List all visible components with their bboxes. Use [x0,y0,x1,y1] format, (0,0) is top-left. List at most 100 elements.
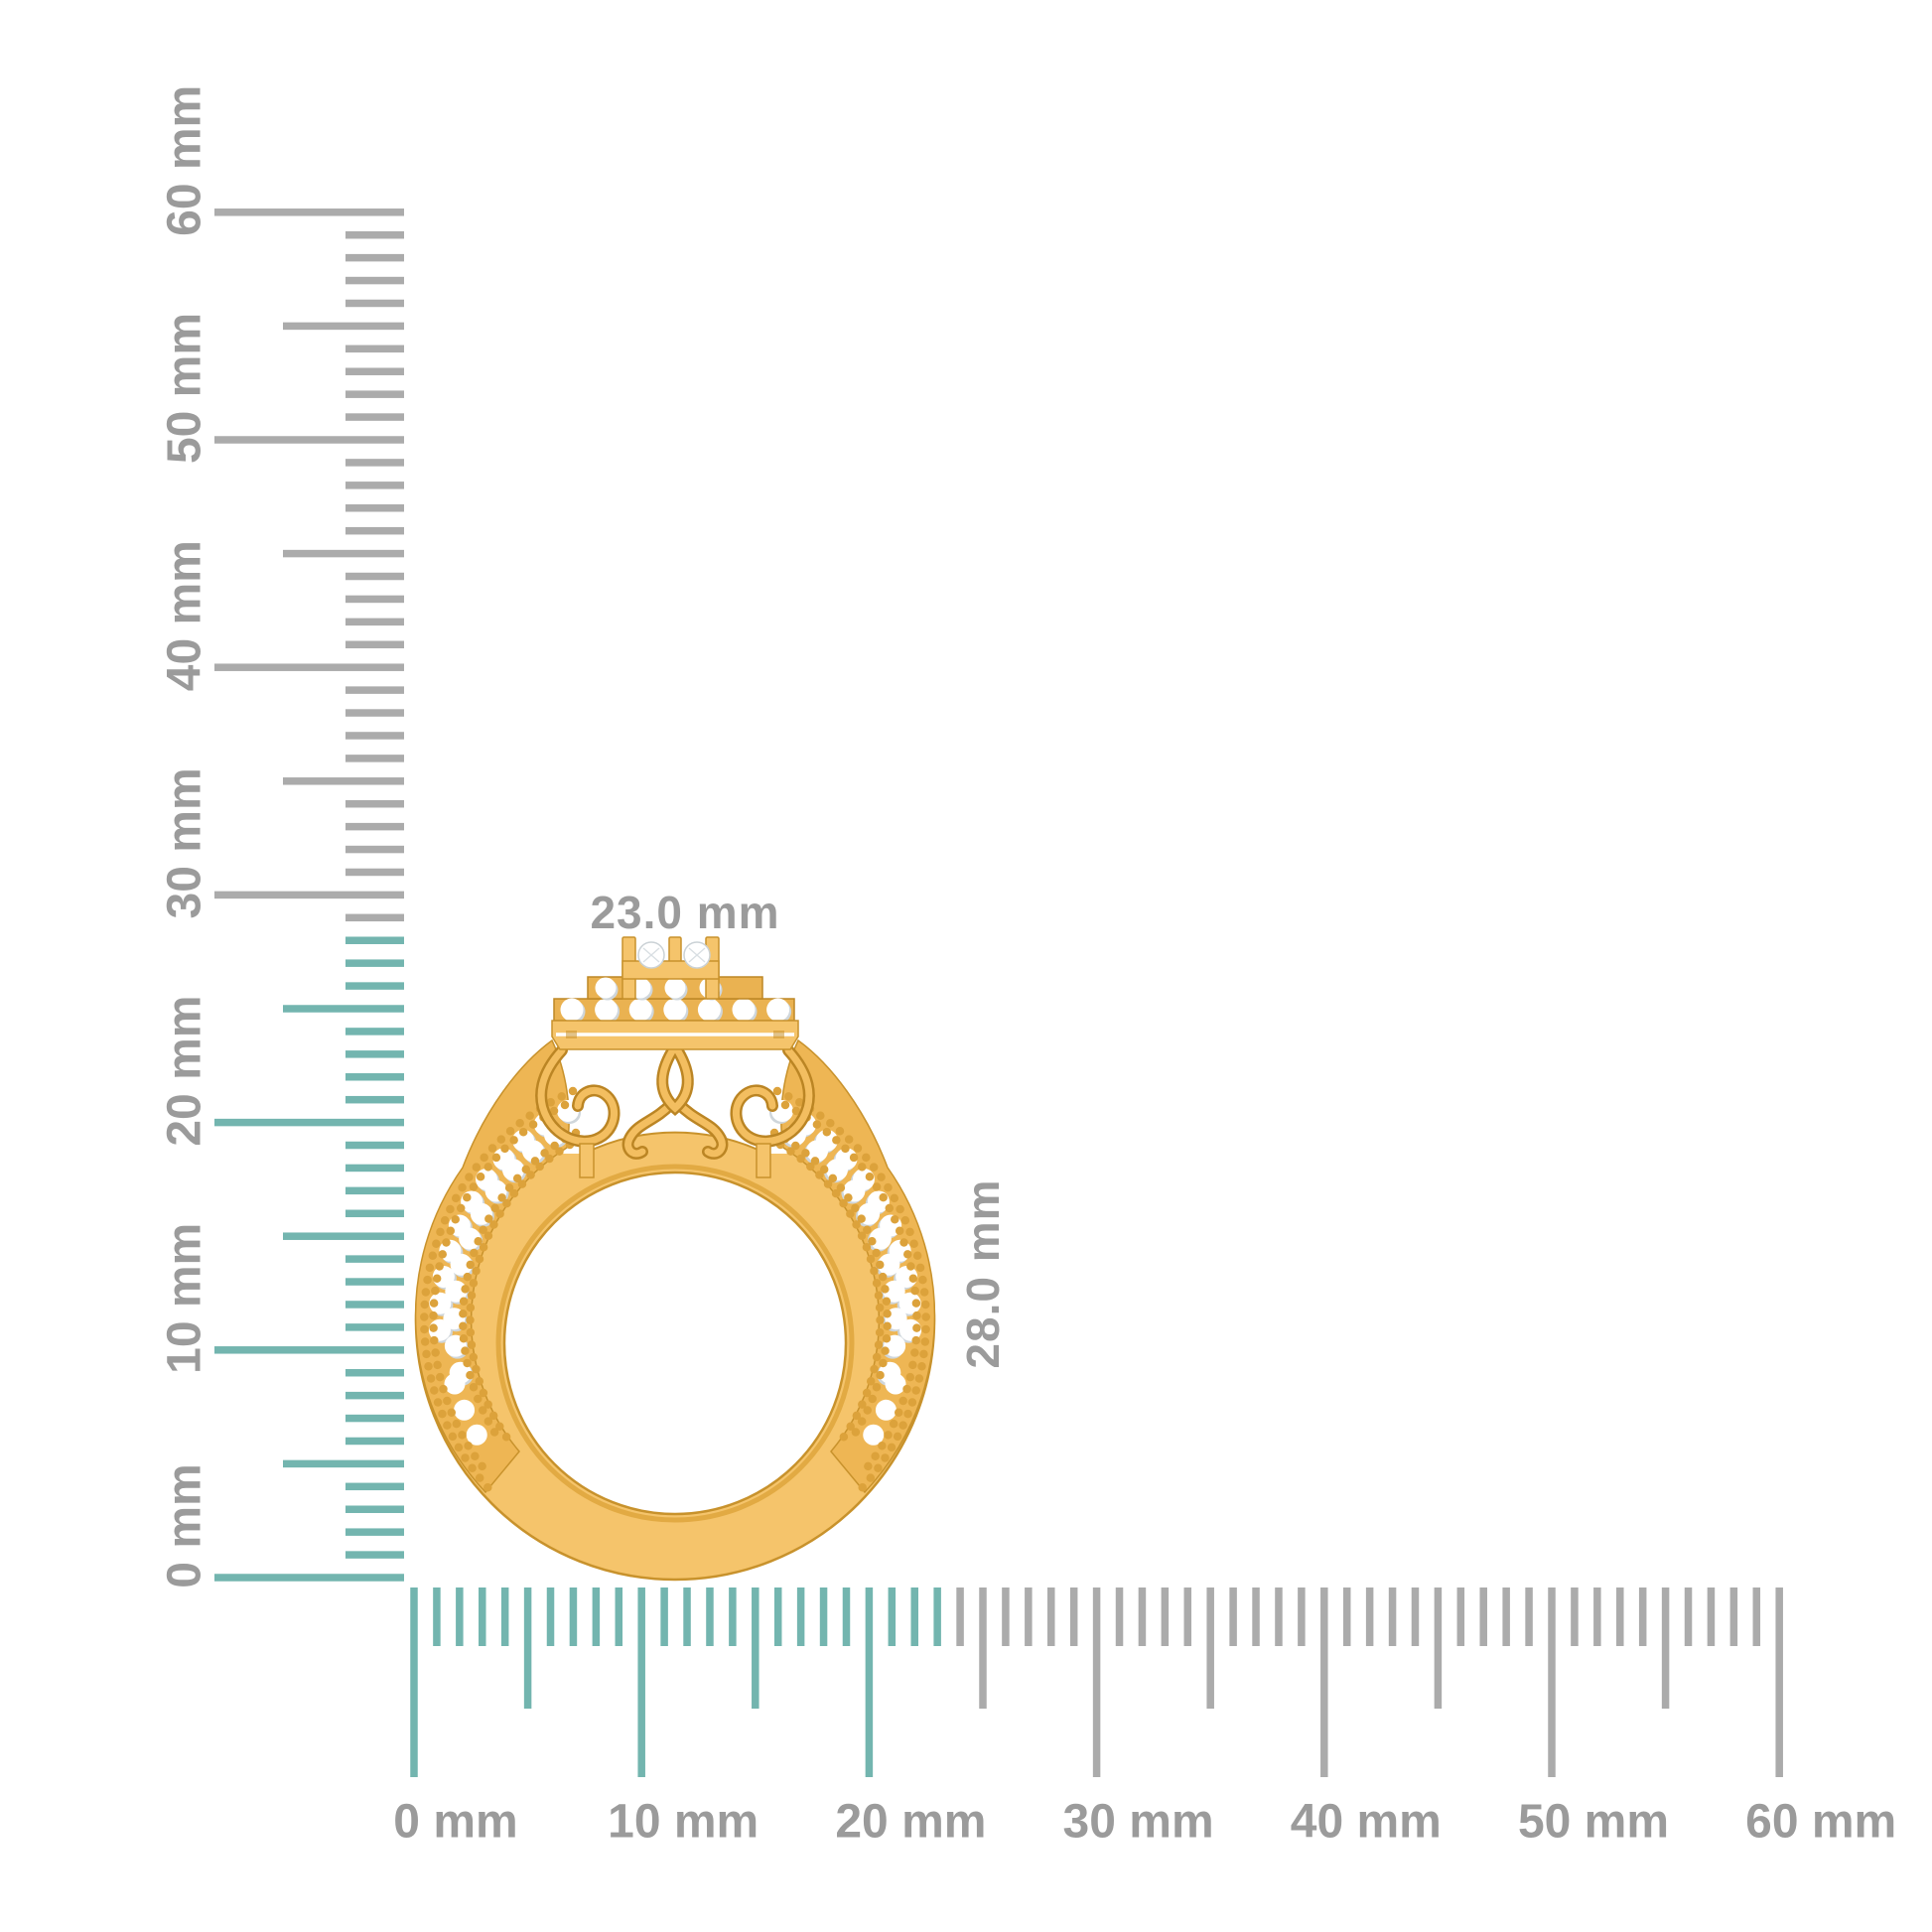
ruler-tick-41mm [345,640,404,649]
ruler-tick-54mm [1638,1587,1647,1646]
ruler-tick-57mm [1707,1587,1716,1646]
ruler-tick-2mm [456,1587,464,1646]
ruler-tick-13mm [706,1587,714,1646]
ruler-tick-25mm [283,1005,404,1013]
band-tab-right [756,1143,771,1178]
ruler-tick-40mm [214,663,404,671]
ruler-tick-41mm [1342,1587,1351,1646]
ruler-tick-18mm [345,1164,404,1173]
ruler-tick-49mm [1525,1587,1533,1646]
ruler-tick-15mm [283,1232,404,1240]
ruler-tick-27mm [1025,1587,1033,1646]
ruler-tick-35mm [283,777,404,785]
ruler-tick-22mm [910,1587,918,1646]
ruler-tick-23mm [933,1587,941,1646]
ruler-tick-9mm [615,1587,623,1646]
pave-diamonds-col3 [444,1373,496,1459]
ruler-tick-23mm [345,1050,404,1058]
ruler-tick-43mm [1388,1587,1397,1646]
ruler-tick-46mm [345,526,404,535]
milgrain-beads-inner-2 [466,1140,575,1449]
ruler-tick-10mm [214,1346,404,1354]
ruler-tick-53mm [345,367,404,375]
ruler-tick-26mm [1002,1587,1010,1646]
head-plate-notch-right [773,1031,784,1038]
ruler-tick-60mm [1775,1587,1783,1777]
filigree-frond [624,1100,675,1158]
ruler-tick-24mm [956,1587,964,1646]
ruler-tick-6mm [546,1587,555,1646]
ruler-tick-25mm [979,1587,987,1709]
ruler-tick-58mm [345,253,404,262]
ruler-tick-48mm [345,482,404,489]
ruler-tick-42mm [1365,1587,1374,1646]
ruler-tick-19mm [345,1141,404,1150]
ruler-tick-4mm [345,1482,404,1491]
ruler-tick-21mm [888,1587,897,1646]
ruler-tick-34mm [345,799,404,808]
ruler-tick-39mm [1298,1587,1306,1646]
filigree-teardrop [658,1039,692,1113]
pave-diamonds-col2 [443,1124,566,1385]
ruler-tick-28mm [345,936,404,944]
ruler-tick-22mm [345,1073,404,1081]
ruler-tick-4mm [500,1587,509,1646]
pave-diamond-shade-col1 [430,1102,581,1366]
ruler-tick-48mm [1502,1587,1510,1646]
ruler-tick-47mm [345,504,404,512]
ruler-tick-49mm [345,459,404,467]
ruler-tick-31mm [345,868,404,877]
ruler-tick-3mm [345,1505,404,1513]
milgrain-beads-outer-1 [420,1086,578,1493]
ruler-tick-12mm [345,1301,404,1309]
ruler-tick-7mm [569,1587,578,1646]
ruler-tick-30mm [1092,1587,1101,1777]
ruler-label-50mm: 50 mm [159,313,211,464]
ruler-tick-31mm [1115,1587,1124,1646]
ruler-tick-39mm [345,686,404,694]
ruler-tick-3mm [479,1587,486,1646]
ruler-tick-56mm [345,299,404,308]
ruler-label-40mm: 40 mm [159,540,211,691]
ruler-tick-14mm [729,1587,737,1646]
ruler-tick-44mm [1411,1587,1420,1646]
ruler-label-10mm: 10 mm [159,1223,211,1374]
vertical-ruler: 0 mm 10 mm 20 mm 30 mm 40 mm 50 mm 60 mm [159,85,404,1588]
ruler-tick-34mm [1183,1587,1192,1646]
ruler-tick-0mm [214,1574,404,1582]
ruler-label-30mm: 30 mm [1063,1796,1214,1849]
ring-inner-hole [502,1171,848,1516]
ruler-tick-0mm [410,1587,418,1777]
ring-illustration: 23.0 mm 28.0 mm [414,887,1009,1582]
ruler-tick-16mm [773,1587,782,1646]
ruler-tick-21mm [345,1095,404,1104]
ruler-tick-33mm [345,822,404,831]
pave-shoulder-left [414,1038,581,1494]
ruler-tick-55mm [283,322,404,331]
filigree-scroll [537,1046,618,1146]
ruler-label-60mm: 60 mm [1745,1796,1896,1849]
ruler-label-20mm: 20 mm [835,1796,986,1849]
ruler-tick-15mm [752,1587,759,1709]
ruler-tick-45mm [1434,1587,1443,1709]
ruler-tick-45mm [283,549,404,558]
ruler-tick-30mm [214,891,404,899]
ruler-tick-5mm [523,1587,532,1709]
ruler-tick-32mm [1138,1587,1147,1646]
ruler-tick-37mm [345,732,404,740]
ruler-tick-6mm [345,1437,404,1446]
ruler-tick-35mm [1206,1587,1214,1709]
ruler-label-50mm: 50 mm [1518,1796,1669,1849]
ruler-tick-36mm [1229,1587,1237,1646]
ruler-tick-24mm [345,1028,404,1035]
ruler-tick-40mm [1320,1587,1328,1777]
band-tab-left [579,1143,595,1178]
ruler-tick-44mm [345,572,404,581]
ruler-tick-11mm [345,1323,404,1331]
ruler-tick-53mm [1616,1587,1624,1646]
ruler-tick-1mm [433,1587,441,1646]
ruler-tick-58mm [1729,1587,1738,1646]
ruler-tick-51mm [1571,1587,1579,1646]
milgrain-beads-outer-2 [429,1100,570,1474]
ruler-tick-51mm [345,413,404,421]
